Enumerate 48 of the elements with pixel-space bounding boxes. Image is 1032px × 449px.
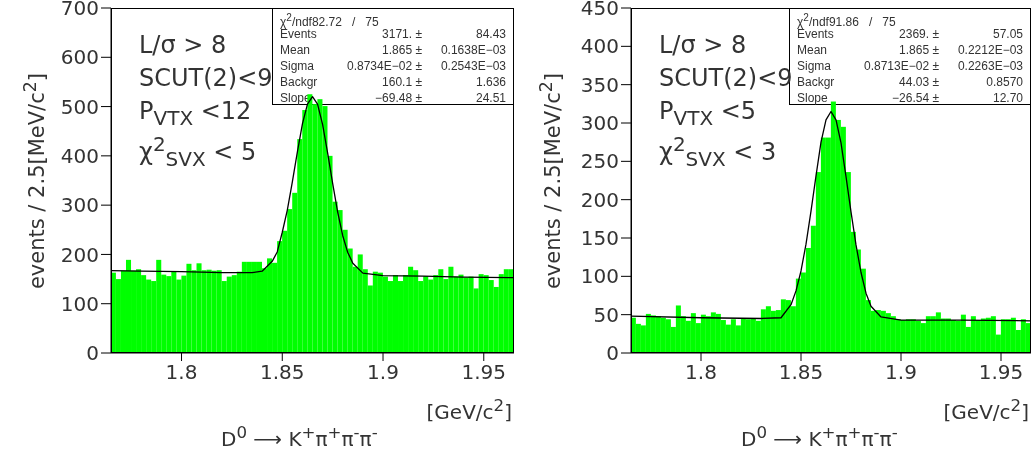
y-tick-label: 350 [580, 72, 619, 97]
annotation: L/σ > 8 [139, 30, 227, 60]
y-tick-label: 50 [593, 302, 619, 327]
y-tick-label: 150 [580, 226, 619, 251]
annotation: P$_{VTX}$ <12 [139, 96, 252, 132]
y-tick-label: 500 [60, 94, 99, 119]
annotation: χ$^{2}$/ndf82.72 / 75 [280, 11, 379, 30]
y-tick-label: 200 [60, 242, 99, 267]
text: Backgr 160.1 ± 1.636 [280, 75, 506, 89]
text: Sigma 0.8734E−02 ± 0.2543E−03 [280, 59, 506, 73]
y-tick-label: 0 [86, 341, 99, 366]
x-axis-title: [GeV/c$^{2}$] [943, 395, 1029, 425]
text: Slope −26.54 ± 12.70 [797, 91, 1023, 105]
y-tick-label: 300 [60, 193, 99, 218]
y-tick-label: 250 [580, 149, 619, 174]
x-tick-label: 1.85 [778, 360, 824, 385]
annotation: P$_{VTX}$ <5 [659, 96, 757, 132]
text: Events 2369. ± 57.05 [797, 27, 1023, 41]
text: Mean 1.865 ± 0.1638E−03 [280, 43, 506, 57]
y-tick-label: 400 [60, 143, 99, 168]
x-tick-label: 1.85 [260, 360, 305, 385]
annotation: χ$^{2}$$_{SVX}$ < 5 [139, 131, 257, 173]
y-tick-label: 100 [60, 291, 99, 316]
annotation: χ$^{2}$/ndf91.86 / 75 [797, 11, 896, 30]
x-tick-label: 1.95 [461, 360, 507, 385]
chart-title: D$^{0}$ ⟶ K$^{+}$π$^{+}$π$^{-}$π$^{-}$ [741, 423, 898, 449]
text: Mean 1.865 ± 0.2212E−03 [797, 43, 1023, 57]
x-tick-label: 1.95 [978, 360, 1024, 385]
y-tick-label: 700 [60, 0, 99, 21]
y-tick-label: 400 [580, 34, 619, 59]
text: Backgr 44.03 ± 0.8570 [797, 75, 1023, 89]
x-tick-label: 1.8 [165, 360, 198, 385]
y-tick-label: 0 [606, 341, 619, 366]
y-tick-label: 100 [580, 264, 619, 289]
x-tick-label: 1.9 [885, 360, 917, 385]
annotation: χ$^{2}$$_{SVX}$ < 3 [659, 131, 777, 173]
y-tick-label: 200 [580, 187, 619, 212]
y-tick-label: 450 [580, 0, 619, 21]
y-tick-label: 300 [580, 111, 619, 136]
x-axis-title: [GeV/c$^{2}$] [426, 395, 512, 425]
y-tick-label: 600 [60, 45, 99, 70]
annotation: SCUT(2)<9 [139, 63, 273, 93]
x-tick-label: 1.9 [367, 360, 399, 385]
text: Sigma 0.8713E−02 ± 0.2263E−03 [797, 59, 1023, 73]
annotation: L/σ > 8 [659, 30, 747, 60]
x-tick-label: 1.8 [685, 360, 717, 385]
text: Events 3171. ± 84.43 [280, 27, 506, 41]
chart-title: D$^{0}$ ⟶ K$^{+}$π$^{+}$π$^{-}$π$^{-}$ [221, 423, 378, 449]
